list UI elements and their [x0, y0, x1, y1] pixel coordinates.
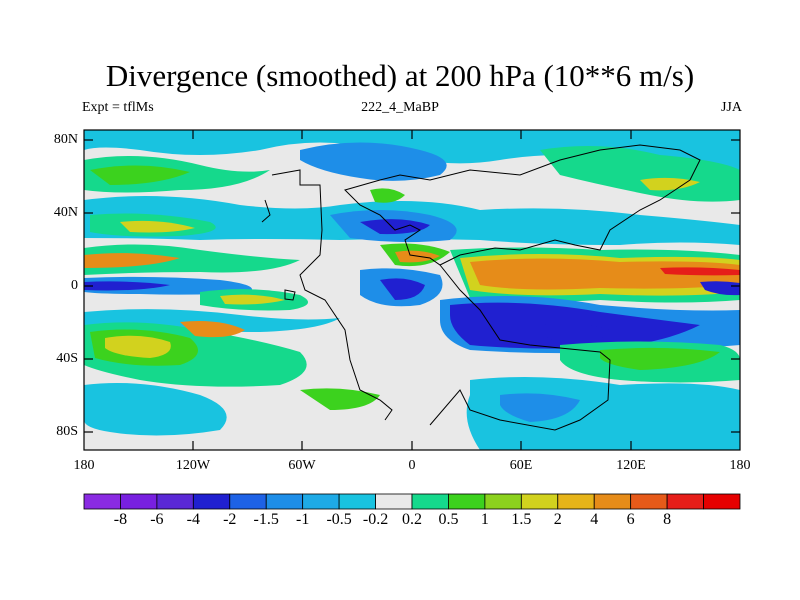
colorbar: [83, 493, 741, 510]
season-label: JJA: [720, 100, 742, 115]
lat-label-40s: 40S: [56, 351, 78, 366]
lon-label-180w: 180: [73, 458, 95, 473]
colorbar-swatch: [593, 493, 632, 510]
indian-ocean-div-core: [470, 258, 740, 290]
caribbean-coastline: [284, 289, 296, 301]
colorbar-label: -0.2: [362, 511, 389, 528]
eurasia-coastline: [344, 144, 701, 266]
siberia-div-core: [640, 177, 700, 191]
n-pacific-div-core: [90, 165, 190, 185]
island-coastline: [261, 199, 271, 223]
lat-label-0: 0: [71, 278, 78, 293]
experiment-label: Expt = tflMs: [82, 100, 154, 115]
lon-label-60e: 60E: [509, 458, 533, 473]
south-atlantic-div: [300, 388, 380, 410]
colorbar-swatch: [703, 493, 741, 510]
colorbar-label: 2: [553, 511, 562, 528]
colorbar-swatch: [375, 493, 413, 510]
lon-label-120w: 120W: [175, 458, 211, 473]
colorbar-label: 6: [626, 511, 635, 528]
plot-frame: [83, 129, 741, 451]
south-ocean-conv-e-core: [500, 393, 580, 422]
europe-conv-core: [360, 219, 430, 235]
divergence-field: [84, 130, 740, 450]
atlantic-conv: [300, 142, 447, 181]
colorbar-swatch: [229, 493, 267, 510]
colorbar-swatch: [120, 493, 158, 510]
colorbar-label: -8: [113, 511, 128, 528]
east-pacific-div: [84, 244, 300, 275]
south-pacific-div-core: [105, 335, 171, 358]
east-pacific-div-core: [84, 253, 180, 268]
colorbar-swatch: [630, 493, 668, 510]
colorbar-swatch: [156, 493, 194, 510]
colorbar-label: -1: [295, 511, 310, 528]
dateline-conv: [700, 281, 740, 296]
colorbar-label: 8: [663, 511, 672, 528]
africa-coastline: [429, 264, 611, 431]
colorbar-label: -6: [150, 511, 164, 528]
coastlines: [261, 144, 701, 431]
colorbar-swatch: [520, 493, 559, 510]
siberia-div: [540, 146, 740, 202]
colorbar-label: -4: [186, 511, 200, 528]
lat-label-40n: 40N: [53, 205, 78, 220]
equatorial-conv-core: [84, 281, 170, 291]
lon-label-180e: 180: [729, 458, 751, 473]
lon-label-60w: 60W: [288, 458, 316, 473]
amazon-div-core: [220, 294, 285, 305]
colorbar-swatch: [666, 493, 704, 510]
south-ocean-conv-w: [84, 382, 227, 436]
colorbar-label: -2: [223, 511, 237, 528]
colorbar-label: -1.5: [253, 511, 279, 528]
colorbar-swatch: [302, 493, 340, 510]
lat-ticks: [84, 139, 740, 433]
colorbar-swatch: [265, 493, 304, 510]
europe-div-spot: [370, 188, 405, 203]
map-title: Divergence (smoothed) at 200 hPa (10**6 …: [105, 58, 695, 93]
lat-label-80s: 80S: [56, 424, 78, 439]
lat-label-80n: 80N: [53, 132, 78, 147]
colorbar-label: -0.5: [326, 511, 352, 528]
colorbar-label: 0.5: [438, 511, 459, 528]
australia-south-div-core: [600, 347, 720, 370]
south-indian-conv-core: [540, 323, 610, 345]
colorbar-label: 0.2: [402, 511, 422, 528]
colorbar-swatch: [83, 493, 121, 510]
run-id-label: 222_4_MaBP: [361, 100, 439, 115]
colorbar-swatch: [448, 493, 486, 510]
lon-label-120e: 120E: [616, 458, 646, 473]
americas-coastline: [271, 169, 393, 421]
indian-ocean-div-max: [660, 267, 740, 276]
colorbar-swatch: [338, 493, 376, 510]
south-pacific-div-spot: [180, 321, 245, 338]
lon-label-0: 0: [408, 458, 416, 473]
pacific-div-core: [120, 220, 195, 233]
colorbar-swatch: [484, 493, 522, 510]
atlantic-eq-conv-core: [380, 278, 425, 300]
colorbar-swatch: [192, 493, 231, 510]
south-ocean-conv-e: [466, 376, 740, 450]
equatorial-conv: [84, 276, 252, 295]
lon-ticks: [192, 130, 632, 450]
colorbar-label: 1.5: [511, 511, 532, 528]
colorbar-label: 4: [590, 511, 599, 528]
colorbar-label: 1: [480, 511, 489, 528]
colorbar-swatch: [557, 493, 595, 510]
colorbar-swatch: [411, 493, 449, 510]
